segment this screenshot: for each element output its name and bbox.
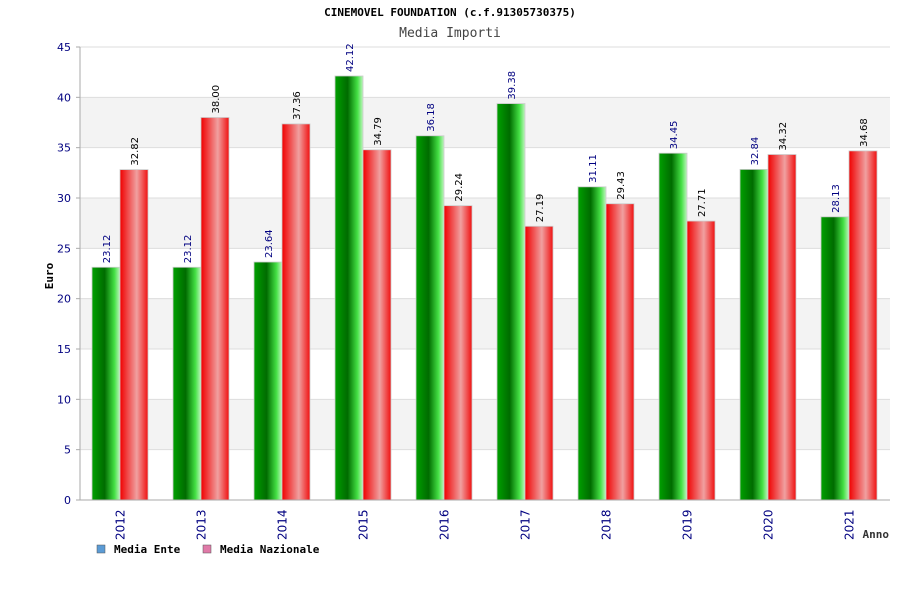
x-axis-ticks: 2012 2013 2014 2015 2016 2017 2018 2019 2020 2021 xyxy=(114,509,857,540)
value-label: 28.13 xyxy=(831,184,842,213)
bar-media-ente-2017 xyxy=(496,103,526,501)
x-tick-label: 2014 xyxy=(276,509,290,540)
bar-media-ente-2021 xyxy=(820,216,850,501)
y-tick-label: 10 xyxy=(57,393,71,406)
bar-media-nazionale-2018 xyxy=(605,203,635,501)
y-tick-label: 45 xyxy=(57,41,71,54)
y-tick-label: 30 xyxy=(57,192,71,205)
legend-swatch-media-nazionale xyxy=(202,544,212,554)
bar-media-nazionale-2019 xyxy=(686,220,716,501)
bar-media-ente-2020 xyxy=(739,169,769,501)
y-tick-label: 20 xyxy=(57,293,71,306)
value-label: 23.64 xyxy=(264,229,275,258)
value-label: 29.24 xyxy=(454,173,465,202)
x-tick-label: 2016 xyxy=(438,509,452,540)
x-tick-label: 2021 xyxy=(843,509,857,540)
value-label: 29.43 xyxy=(616,171,627,200)
bar-media-nazionale-2014 xyxy=(281,123,311,501)
y-tick-label: 40 xyxy=(57,91,71,104)
y-axis-label: Euro xyxy=(43,262,56,289)
value-label: 36.18 xyxy=(426,103,437,132)
background-band xyxy=(80,47,890,98)
value-label: 31.11 xyxy=(588,154,599,183)
bar-media-ente-2014 xyxy=(253,261,283,501)
y-tick-label: 35 xyxy=(57,142,71,155)
bar-media-nazionale-2012 xyxy=(119,169,149,501)
bar-media-ente-2016 xyxy=(415,135,445,501)
value-label: 42.12 xyxy=(345,43,356,72)
bar-media-ente-2019 xyxy=(658,152,688,501)
value-label: 38.00 xyxy=(211,85,222,114)
x-tick-label: 2013 xyxy=(195,509,209,540)
bar-media-nazionale-2016 xyxy=(443,205,473,501)
y-tick-label: 25 xyxy=(57,242,71,255)
y-tick-label: 5 xyxy=(64,444,71,457)
y-tick-label: 15 xyxy=(57,343,71,356)
x-axis-label: Anno xyxy=(863,528,890,541)
bar-media-nazionale-2015 xyxy=(362,149,392,501)
value-label: 34.68 xyxy=(859,118,870,147)
value-label: 32.82 xyxy=(130,137,141,166)
value-labels-group: 23.12 32.82 23.12 38.00 23.64 37.36 42.12 34.79… xyxy=(102,43,870,263)
value-label: 34.32 xyxy=(778,122,789,151)
value-label: 27.71 xyxy=(697,188,708,217)
bar-media-nazionale-2013 xyxy=(200,117,230,501)
bar-media-ente-2013 xyxy=(172,266,202,501)
chart-subtitle: Media Importi xyxy=(399,26,501,41)
legend-label-media-ente: Media Ente xyxy=(114,543,181,556)
bar-media-nazionale-2021 xyxy=(848,150,878,501)
value-label: 37.36 xyxy=(292,91,303,120)
value-label: 34.45 xyxy=(669,121,680,150)
legend-label-media-nazionale: Media Nazionale xyxy=(220,543,320,556)
y-tick-label: 0 xyxy=(64,494,71,507)
x-tick-label: 2015 xyxy=(357,509,371,540)
value-label: 32.84 xyxy=(750,137,761,166)
bars-group xyxy=(91,75,878,501)
bar-media-nazionale-2017 xyxy=(524,225,554,501)
value-label: 34.79 xyxy=(373,117,384,146)
bar-media-nazionale-2020 xyxy=(767,154,797,501)
value-label: 23.12 xyxy=(102,235,113,264)
value-label: 39.38 xyxy=(507,71,518,100)
legend-swatch-media-ente xyxy=(96,544,106,554)
chart-title: CINEMOVEL FOUNDATION (c.f.91305730375) xyxy=(324,6,576,19)
value-label: 27.19 xyxy=(535,194,546,223)
y-axis-ticks: 0 5 10 15 20 25 30 35 40 45 xyxy=(57,41,80,507)
legend: Media Ente Media Nazionale xyxy=(96,543,320,556)
bar-media-ente-2015 xyxy=(334,75,364,501)
x-tick-label: 2012 xyxy=(114,509,128,540)
x-tick-label: 2019 xyxy=(681,509,695,540)
x-tick-label: 2017 xyxy=(519,509,533,540)
x-tick-label: 2020 xyxy=(762,509,776,540)
bar-media-ente-2012 xyxy=(91,266,121,501)
value-label: 23.12 xyxy=(183,235,194,264)
bar-media-ente-2018 xyxy=(577,186,607,501)
x-tick-label: 2018 xyxy=(600,509,614,540)
